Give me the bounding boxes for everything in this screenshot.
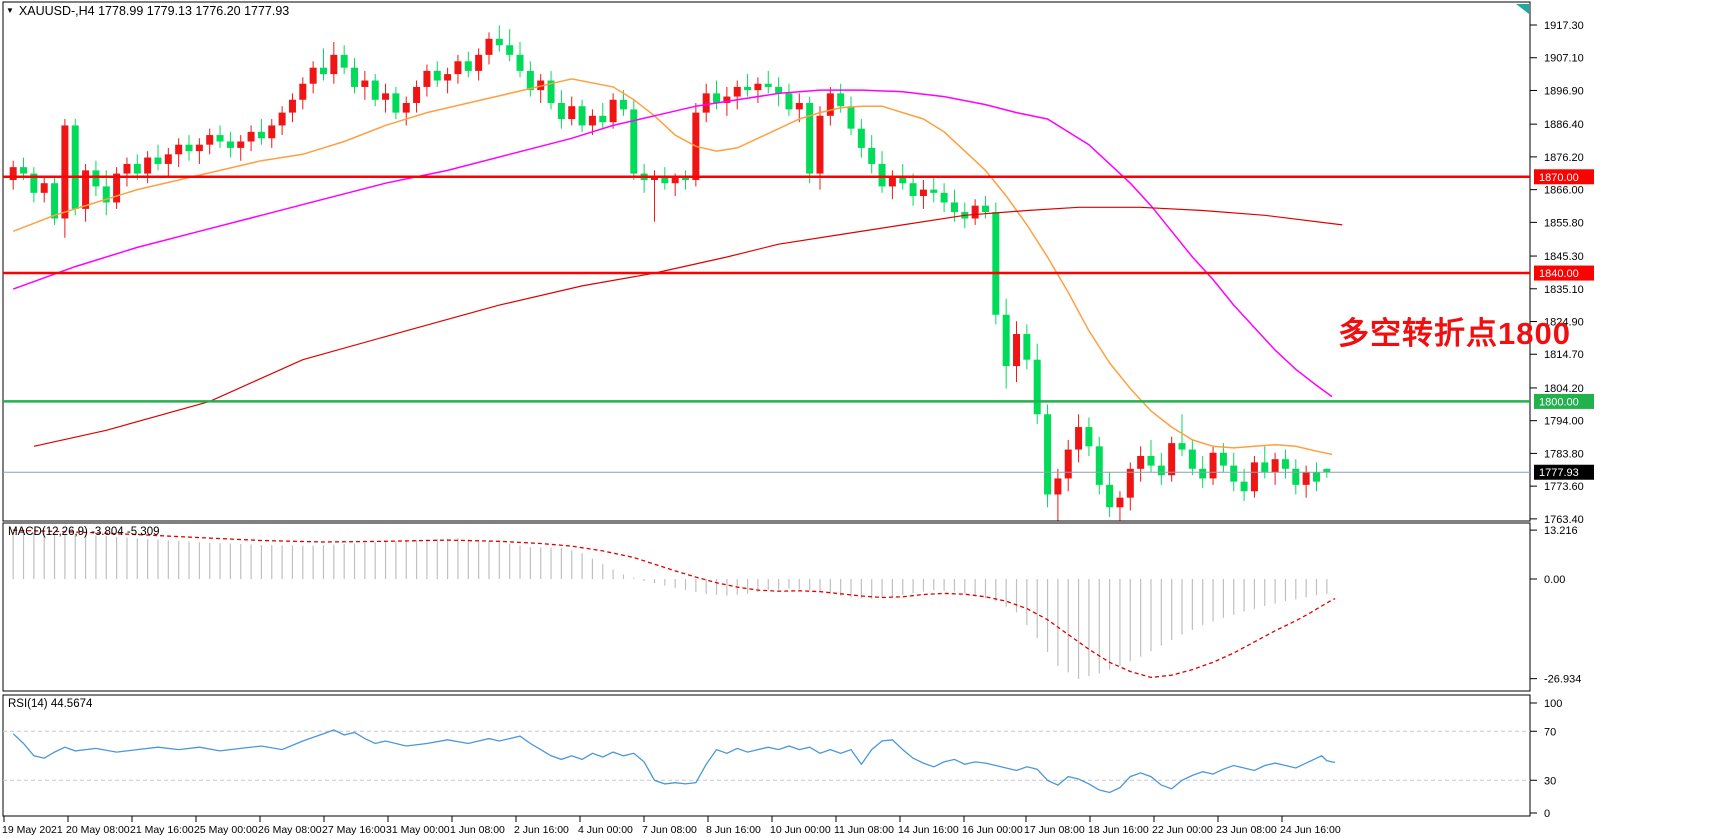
rsi-line — [12, 729, 1336, 794]
macd-signal-line — [13, 529, 1336, 679]
time-tick-label: 4 Jun 00:00 — [578, 824, 633, 836]
time-tick-label: 11 Jun 08:00 — [834, 824, 894, 836]
time-tick-label: 20 May 08:00 — [66, 824, 130, 836]
svg-text:1870.00: 1870.00 — [1539, 172, 1579, 184]
ma-mid-line — [12, 89, 1333, 398]
time-tick-label: 27 May 16:00 — [322, 824, 386, 836]
rsi-tick-label: 70 — [1544, 726, 1556, 738]
time-tick-label: 10 Jun 00:00 — [770, 824, 831, 836]
time-axis[interactable]: 19 May 2021 20 May 08:00 21 May 16:00 25 Ma… — [2, 816, 1341, 836]
time-tick-label: 8 Jun 16:00 — [706, 824, 761, 836]
price-tag-1840.00: 1840.00 — [1534, 265, 1594, 281]
autoscroll-marker-icon — [1516, 4, 1529, 14]
rsi-tick-label: 100 — [1544, 698, 1562, 710]
price-tick-label: 1917.30 — [1544, 20, 1584, 32]
time-tick-label: 18 Jun 16:00 — [1088, 824, 1149, 836]
time-tick-label: 16 Jun 00:00 — [962, 824, 1023, 836]
macd-tick-label: -26.934 — [1544, 674, 1581, 686]
price-tag-1870.00: 1870.00 — [1534, 169, 1594, 185]
time-tick-label: 24 Jun 16:00 — [1280, 824, 1341, 836]
price-tick-label: 1907.10 — [1544, 53, 1584, 65]
time-tick-label: 25 May 00:00 — [194, 824, 258, 836]
symbol-info: ▼ XAUUSD-,H4 1778.99 1779.13 1776.20 1777… — [6, 4, 289, 18]
rsi-levels — [3, 730, 1530, 781]
price-tag-1777.93: 1777.93 — [1534, 464, 1594, 480]
price-tick-label: 1794.00 — [1544, 416, 1584, 428]
symbol-ohlc-text: XAUUSD-,H4 1778.99 1779.13 1776.20 1777.… — [18, 4, 290, 18]
price-tick-label: 1855.80 — [1544, 217, 1584, 229]
price-tick-label: 1763.40 — [1544, 514, 1584, 526]
macd-indicator-label: MACD(12,26,9) -3.804 -5.309 — [8, 526, 160, 538]
svg-text:1840.00: 1840.00 — [1539, 268, 1579, 280]
time-tick-label: 21 May 16:00 — [130, 824, 194, 836]
time-tick-label: 26 May 08:00 — [258, 824, 322, 836]
time-tick-label: 2 Jun 16:00 — [514, 824, 569, 836]
price-tick-label: 1804.20 — [1544, 383, 1584, 395]
time-tick-label: 22 Jun 00:00 — [1152, 824, 1213, 836]
macd-tick-label: 0.00 — [1544, 574, 1565, 586]
candles-layer — [9, 25, 1331, 521]
macd-axis[interactable]: 13.216 0.00 -26.934 — [1530, 525, 1581, 686]
price-axis[interactable]: 1917.30 1907.10 1896.90 1886.40 1876.20 1866.… — [1530, 20, 1584, 526]
rsi-axis[interactable]: 100 70 30 0 — [1530, 698, 1562, 820]
price-tag-1800.00: 1800.00 — [1534, 393, 1594, 409]
price-tick-label: 1773.60 — [1544, 481, 1584, 493]
rsi-indicator-label: RSI(14) 44.5674 — [8, 698, 93, 710]
chart-annotation-text: 多空转折点1800 — [1338, 316, 1571, 351]
price-tick-label: 1835.10 — [1544, 284, 1584, 296]
time-tick-label: 1 Jun 08:00 — [450, 824, 505, 836]
time-tick-label: 31 May 00:00 — [386, 824, 450, 836]
price-tick-label: 1814.70 — [1544, 349, 1584, 361]
time-tick-label: 19 May 2021 — [2, 824, 63, 836]
time-tick-label: 14 Jun 16:00 — [898, 824, 959, 836]
time-tick-label: 17 Jun 08:00 — [1024, 824, 1085, 836]
ma-fast-line — [12, 78, 1333, 456]
rsi-tick-label: 0 — [1544, 808, 1550, 820]
macd-tick-label: 13.216 — [1544, 525, 1578, 537]
macd-histogram — [12, 531, 1328, 679]
time-tick-label: 23 Jun 08:00 — [1216, 824, 1277, 836]
ma-slow-line — [33, 206, 1343, 447]
time-tick-label: 7 Jun 08:00 — [642, 824, 697, 836]
price-tick-label: 1896.90 — [1544, 85, 1584, 97]
svg-text:1800.00: 1800.00 — [1539, 396, 1579, 408]
price-tick-label: 1845.30 — [1544, 251, 1584, 263]
price-tick-label: 1783.80 — [1544, 448, 1584, 460]
price-tick-label: 1876.20 — [1544, 152, 1584, 164]
rsi-tick-label: 30 — [1544, 775, 1556, 787]
chart-panels — [2, 1, 1531, 817]
price-tick-label: 1886.40 — [1544, 119, 1584, 131]
price-tick-label: 1866.00 — [1544, 185, 1584, 197]
svg-text:1777.93: 1777.93 — [1539, 467, 1579, 479]
symbol-dropdown-icon[interactable]: ▼ — [6, 6, 14, 15]
price-tick-label: 1824.90 — [1544, 317, 1584, 329]
